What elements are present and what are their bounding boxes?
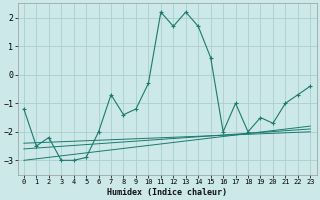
X-axis label: Humidex (Indice chaleur): Humidex (Indice chaleur) [107,188,227,197]
